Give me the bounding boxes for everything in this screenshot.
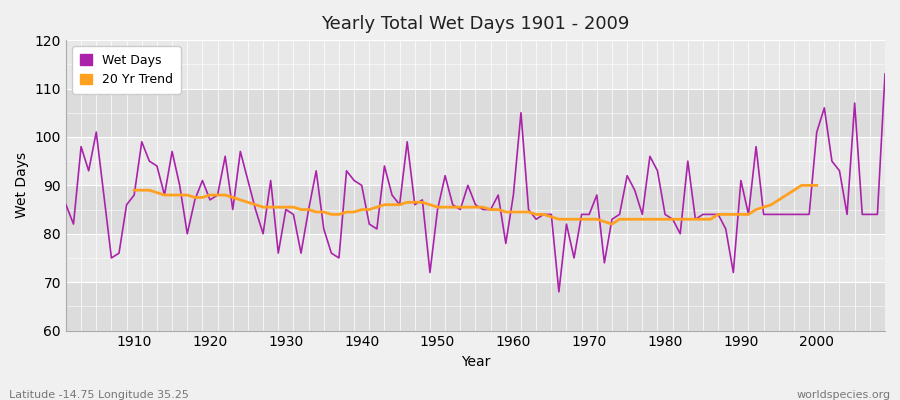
Bar bbox=[66, 185, 885, 234]
Wet Days bbox=[554, 290, 564, 294]
20 Yr Trend bbox=[811, 183, 822, 188]
Wet Days bbox=[607, 217, 617, 222]
20 Yr Trend bbox=[804, 183, 814, 188]
Bar bbox=[66, 234, 885, 282]
Legend: Wet Days, 20 Yr Trend: Wet Days, 20 Yr Trend bbox=[72, 46, 181, 94]
Wet Days bbox=[122, 202, 132, 207]
Bar bbox=[66, 88, 885, 137]
20 Yr Trend bbox=[288, 205, 299, 210]
Line: 20 Yr Trend: 20 Yr Trend bbox=[134, 185, 816, 224]
20 Yr Trend bbox=[607, 222, 617, 226]
Wet Days bbox=[60, 202, 71, 207]
Y-axis label: Wet Days: Wet Days bbox=[15, 152, 29, 218]
20 Yr Trend bbox=[523, 210, 534, 214]
Title: Yearly Total Wet Days 1901 - 2009: Yearly Total Wet Days 1901 - 2009 bbox=[321, 15, 630, 33]
Wet Days bbox=[334, 256, 345, 260]
Wet Days bbox=[508, 193, 518, 198]
X-axis label: Year: Year bbox=[461, 355, 491, 369]
20 Yr Trend bbox=[713, 212, 724, 217]
Wet Days bbox=[879, 72, 890, 76]
20 Yr Trend bbox=[212, 193, 223, 198]
Wet Days bbox=[500, 241, 511, 246]
20 Yr Trend bbox=[303, 207, 314, 212]
20 Yr Trend bbox=[796, 183, 807, 188]
Wet Days bbox=[288, 212, 299, 217]
Text: Latitude -14.75 Longitude 35.25: Latitude -14.75 Longitude 35.25 bbox=[9, 390, 189, 400]
Bar bbox=[66, 282, 885, 330]
Bar bbox=[66, 137, 885, 185]
Bar bbox=[66, 40, 885, 88]
Text: worldspecies.org: worldspecies.org bbox=[796, 390, 891, 400]
20 Yr Trend bbox=[129, 188, 140, 192]
Line: Wet Days: Wet Days bbox=[66, 74, 885, 292]
